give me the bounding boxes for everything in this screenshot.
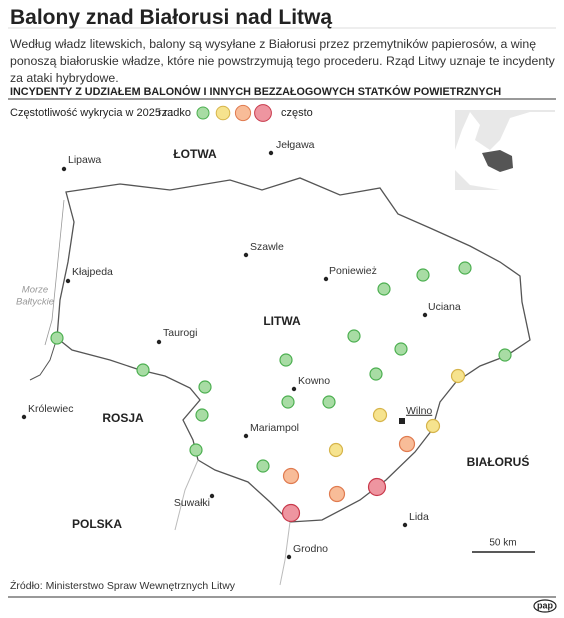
city-label: Poniewież: [329, 265, 377, 277]
incident: [458, 261, 472, 275]
city-marker: [422, 312, 428, 318]
incident: [377, 282, 391, 296]
country-label: ŁOTWA: [173, 147, 217, 161]
incident: [195, 408, 209, 422]
incident: [367, 477, 387, 497]
spit: [44, 199, 65, 346]
incident: [189, 443, 203, 457]
incident: [372, 407, 388, 423]
incident: [369, 367, 383, 381]
incident: [425, 418, 441, 434]
logo: pap: [537, 600, 554, 610]
city-marker: [243, 433, 249, 439]
legend-swatch: [254, 104, 272, 122]
legend-label: Częstotliwość wykrycia w 2025 r.:: [10, 107, 173, 119]
city-label: Uciana: [428, 301, 461, 313]
city-marker: [156, 339, 162, 345]
city-marker: [286, 554, 292, 560]
incident: [322, 395, 336, 409]
city-label: Taurogi: [163, 327, 197, 339]
city-marker: [21, 414, 27, 420]
incident: [50, 331, 64, 345]
country-label: POLSKA: [72, 517, 122, 531]
heading: INCYDENTY Z UDZIAŁEM BALONÓW I INNYCH BE…: [10, 86, 502, 98]
city-marker: [65, 278, 71, 284]
city-marker: [243, 252, 249, 258]
incident: [281, 395, 295, 409]
legend-swatch: [234, 104, 252, 122]
city-label: Suwałki: [174, 497, 210, 509]
city-marker: [402, 522, 408, 528]
lithuania-border: [56, 177, 531, 523]
incident: [281, 503, 301, 523]
city-marker: [61, 166, 67, 172]
city-marker: [209, 493, 215, 499]
border: [174, 459, 199, 531]
incident: [347, 329, 361, 343]
city-label: Mariampol: [250, 422, 299, 434]
city-marker: [291, 386, 297, 392]
city-label: Kowno: [298, 375, 330, 387]
subtitle: Według władz litewskich, balony są wysył…: [10, 37, 555, 85]
border: [279, 521, 291, 586]
incident: [198, 380, 212, 394]
incident: [256, 459, 270, 473]
city-label: Szawle: [250, 241, 284, 253]
incident: [398, 435, 416, 453]
coast: [29, 337, 58, 381]
legend-swatch: [215, 105, 231, 121]
city-label: Wilno: [406, 405, 432, 417]
city-label: Kłajpeda: [72, 266, 113, 278]
incident: [328, 485, 346, 503]
city-label: Lipawa: [68, 154, 101, 166]
city-label: Lida: [409, 511, 429, 523]
sea-label: Morze: [22, 285, 48, 296]
incident: [450, 368, 466, 384]
incident: [279, 353, 293, 367]
city-label: Królewiec: [28, 403, 74, 415]
city-marker: [323, 276, 329, 282]
scale-label: 50 km: [489, 538, 516, 549]
title: Balony znad Białorusi nad Litwą: [10, 6, 333, 29]
inset-country: [482, 150, 513, 172]
country-label: LITWA: [263, 314, 301, 328]
incident: [328, 442, 344, 458]
legend-low: rzadko: [158, 107, 191, 119]
city-label: Grodno: [293, 543, 328, 555]
incident: [498, 348, 512, 362]
incident: [394, 342, 408, 356]
sea-label: Bałtyckie: [16, 297, 54, 308]
incident: [136, 363, 150, 377]
inset-sea: [455, 112, 555, 190]
legend-high: często: [281, 107, 313, 119]
city-marker: [399, 418, 405, 424]
source: Źródło: Ministerstwo Spraw Wewnętrznych …: [10, 579, 236, 592]
legend-swatch: [196, 106, 210, 120]
logo-bg: [533, 599, 557, 613]
incident: [416, 268, 430, 282]
country-label: BIAŁORUŚ: [467, 454, 530, 469]
city-marker: [268, 150, 274, 156]
country-label: ROSJA: [102, 411, 144, 425]
incident: [282, 467, 300, 485]
city-label: Jełgawa: [276, 139, 315, 151]
